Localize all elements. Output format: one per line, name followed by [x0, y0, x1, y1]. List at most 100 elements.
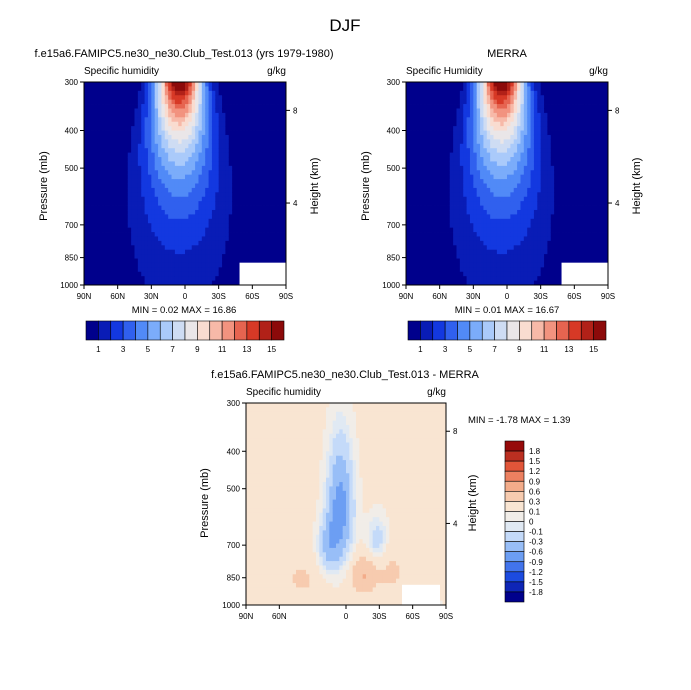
colorbar-label: 1 — [96, 345, 101, 354]
colorbar-label: 3 — [121, 345, 126, 354]
colorbar-box — [519, 320, 533, 341]
y-tick-label: 500 — [387, 164, 401, 173]
colorbar-box — [504, 491, 525, 502]
colorbar-label: -1.5 — [529, 578, 543, 587]
colorbar-label: 0 — [529, 518, 534, 527]
colorbar-box — [258, 320, 272, 341]
colorbar-box — [234, 320, 248, 341]
colorbar-box — [135, 320, 149, 341]
colorbar-box — [543, 320, 557, 341]
colorbar-box — [580, 320, 594, 341]
panel-merra-ylabel-right: Height (km) — [631, 158, 643, 215]
colorbar-box — [593, 320, 607, 341]
panel-model-ylabel-right: Height (km) — [309, 158, 321, 215]
x-tick-label: 90N — [77, 292, 92, 301]
y-tick-label: 700 — [387, 221, 401, 230]
x-tick-label: 90N — [239, 612, 254, 621]
y-tick-label: 400 — [227, 447, 241, 456]
colorbar-box — [504, 541, 525, 552]
colorbar-box — [420, 320, 434, 341]
colorbar-box — [110, 320, 124, 341]
y-tick-label: 400 — [65, 127, 79, 136]
colorbar-box — [504, 480, 525, 492]
y-right-tick-label: 4 — [293, 199, 298, 208]
colorbar-label: 3 — [443, 345, 448, 354]
x-tick-label: 30S — [212, 292, 226, 301]
x-tick-label: 0 — [183, 292, 188, 301]
x-tick-label: 90S — [601, 292, 615, 301]
colorbar-label: 5 — [146, 345, 151, 354]
y-tick-label: 1000 — [382, 281, 400, 290]
colorbar-label: -0.9 — [529, 558, 543, 567]
panel-diff-plot: 90N 60N 0 30S 60S 90S 300 400 500 700 850 1000 8 4 — [222, 399, 458, 621]
colorbar-label: 0.1 — [529, 507, 541, 516]
colorbar-label: 11 — [540, 345, 549, 354]
colorbar-box — [494, 320, 508, 341]
panel-model-stats: MIN = 0.02 MAX = 16.86 — [132, 305, 237, 316]
colorbar-label: 1.8 — [529, 447, 541, 456]
x-tick-label: 0 — [344, 612, 349, 621]
figure-title: DJF — [329, 16, 360, 35]
y-tick-label: 850 — [387, 254, 401, 263]
panel-merra-plot: 90N 60N 30N 0 30S 60S 90S 300 400 500 700 850 1000 8 4 — [382, 78, 620, 301]
panel-merra-units: g/kg — [589, 66, 608, 77]
x-tick-label: 60S — [245, 292, 259, 301]
y-right-tick-label: 4 — [615, 199, 620, 208]
colorbar-box — [481, 320, 495, 341]
y-right-tick-label: 4 — [453, 519, 458, 528]
colorbar-label: -0.3 — [529, 538, 543, 547]
x-tick-label: 0 — [505, 292, 510, 301]
colorbar-label: 0.3 — [529, 497, 541, 506]
colorbar-box — [556, 320, 570, 341]
y-tick-label: 700 — [227, 541, 241, 550]
y-tick-label: 300 — [65, 78, 79, 87]
y-tick-label: 400 — [387, 127, 401, 136]
y-right-tick-label: 8 — [293, 106, 298, 115]
colorbar-box — [432, 320, 446, 341]
x-tick-label: 60S — [406, 612, 420, 621]
panel-diff-ylabel: Pressure (mb) — [199, 468, 211, 538]
x-tick-label: 60N — [432, 292, 447, 301]
colorbar-label: 9 — [195, 345, 200, 354]
y-tick-label: 500 — [65, 164, 79, 173]
panel-diff-stats: MIN = -1.78 MAX = 1.39 — [468, 415, 570, 426]
colorbar-box — [407, 320, 421, 341]
colorbar-box — [172, 320, 186, 341]
panel-merra-field-label: Specific Humidity — [406, 66, 483, 77]
colorbar-box — [504, 470, 525, 482]
colorbar-box — [504, 591, 525, 603]
panel-diff-units: g/kg — [427, 387, 446, 398]
colorbar-box — [568, 320, 582, 341]
y-tick-label: 700 — [65, 221, 79, 230]
panel-diff-field-label: Specific humidity — [246, 387, 321, 398]
colorbar-box — [504, 531, 525, 542]
y-right-tick-label: 8 — [615, 106, 620, 115]
colorbar-label: -1.8 — [529, 588, 543, 597]
colorbar-box — [122, 320, 136, 341]
x-tick-label: 30N — [144, 292, 159, 301]
x-tick-label: 60N — [110, 292, 125, 301]
x-tick-label: 60N — [272, 612, 287, 621]
panel-model-colorbar: 1 3 5 7 9 11 13 15 — [85, 320, 285, 354]
colorbar-box — [221, 320, 235, 341]
x-tick-label: 90S — [279, 292, 293, 301]
colorbar-box — [85, 320, 99, 341]
colorbar-label: -1.2 — [529, 568, 543, 577]
x-tick-label: 30N — [466, 292, 481, 301]
colorbar-label: 15 — [267, 345, 276, 354]
colorbar-box — [209, 320, 223, 341]
colorbar-label: 1 — [418, 345, 423, 354]
panel-difference: f.e15a6.FAMIPC5.ne30_ne30.Club_Test.013 … — [199, 369, 570, 621]
x-tick-label: 30S — [372, 612, 386, 621]
colorbar-label: -0.1 — [529, 528, 543, 537]
colorbar-box — [504, 551, 525, 563]
colorbar-label: 1.2 — [529, 467, 541, 476]
y-tick-label: 850 — [65, 254, 79, 263]
colorbar-box — [504, 450, 525, 462]
panel-merra-ylabel: Pressure (mb) — [360, 151, 372, 221]
colorbar-label: 13 — [564, 345, 573, 354]
colorbar-label: 9 — [517, 345, 522, 354]
colorbar-label: 5 — [468, 345, 473, 354]
colorbar-box — [531, 320, 545, 341]
